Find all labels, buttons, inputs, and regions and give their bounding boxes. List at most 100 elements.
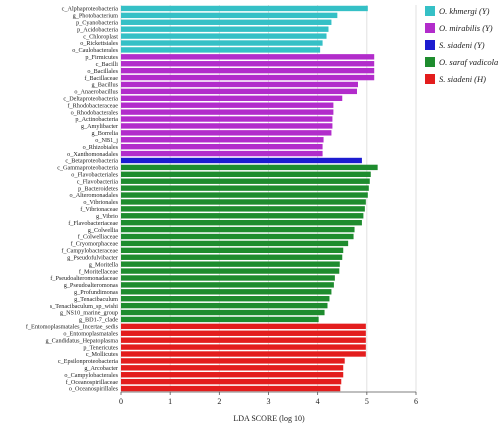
bar-label: o_NB1_j (95, 137, 118, 144)
legend-label: O. mirabilis (Y) (439, 23, 493, 33)
bar-group (121, 5, 378, 392)
bar-label: f_Rhodobacteraceae (67, 102, 118, 109)
bar (121, 330, 366, 336)
bar-label: f_Cryomorphaceae (71, 241, 119, 248)
bar (121, 47, 321, 53)
bar (121, 137, 324, 143)
bar-label: c_Alphaproteobacteria (62, 6, 119, 13)
bar-label: o_Flavobacteriales (71, 172, 118, 179)
bar-label: c_Epsilonproteobacteria (58, 358, 118, 365)
bar-label: f_Moritellaceae (79, 268, 118, 275)
bar (121, 372, 344, 378)
bar (121, 5, 368, 12)
bar-label: p_Acidobacteria (77, 26, 118, 33)
bar (121, 40, 323, 46)
bar (121, 95, 343, 101)
legend-swatch (425, 40, 435, 50)
bar (121, 33, 327, 39)
x-axis: 0 1 2 3 4 5 6 (119, 391, 418, 406)
legend-label: S. siadeni (H) (439, 74, 486, 84)
bar (121, 157, 362, 164)
bar (121, 61, 375, 67)
bar-label: o_Anaerobacillus (74, 89, 118, 96)
bar-label: o_Oceanospirillales (69, 386, 119, 393)
bar (121, 226, 355, 233)
legend-swatch (425, 23, 435, 33)
bar (121, 233, 354, 240)
legend: O. khmergi (Y) O. mirabilis (Y) S. siadeni… (425, 6, 500, 84)
bar (121, 323, 366, 330)
bar-label: g_Moritella (89, 261, 118, 268)
bar-label: f_Oceanospirillaceae (66, 379, 118, 386)
bar-label: o_Rhodobacterales (71, 109, 119, 116)
bar-label: g_Colwellia (88, 227, 118, 234)
bar-label-group: c_Alphaproteobacteriag_Photobacteriump_C… (26, 6, 119, 393)
legend-swatch (425, 74, 435, 84)
bar-label: f_Pseudoalteromonadaceae (50, 275, 118, 282)
bar (121, 206, 365, 212)
bar (121, 67, 375, 74)
bar-label: c_Gammaproteobacteria (57, 165, 118, 172)
bar (121, 316, 319, 323)
bar-label: c_Betaproteobacteria (65, 158, 118, 165)
bar-label: g_Photobacterium (73, 13, 119, 20)
bar (121, 164, 378, 171)
bar (121, 337, 366, 343)
bar-label: o_Vibrionales (83, 199, 118, 206)
x-tick-label: 1 (168, 397, 172, 406)
legend-swatch (425, 6, 435, 16)
bar (121, 365, 344, 371)
x-tick-label: 6 (414, 397, 418, 406)
bar-label: c_Chloroplast (83, 33, 118, 40)
bar (121, 302, 328, 309)
bar (121, 275, 335, 281)
x-tick-label: 2 (217, 397, 221, 406)
bar-label: g_Borrelia (92, 130, 119, 137)
bar (121, 26, 329, 32)
bar (121, 81, 358, 88)
legend-label: O. khmergi (Y) (439, 6, 490, 16)
bar (121, 219, 362, 226)
bar (121, 261, 340, 267)
bar-label: g_Arcobacter (84, 365, 118, 372)
bar-label: o_Xanthomonadales (67, 151, 118, 158)
bar (121, 88, 357, 95)
bar-label: f_Entomoplasmatales_Incertae_sedis (26, 324, 119, 331)
bar-label: g_Pseudoalteromonas (64, 282, 119, 289)
bar-label: o_Campylobacterales (64, 372, 118, 379)
bar-label: g_Pseudofulvibacter (67, 254, 118, 261)
bar-label: f_Vibrionaceae (80, 206, 118, 213)
bar (121, 254, 343, 260)
bar (121, 282, 334, 288)
bar (121, 54, 375, 60)
bar (121, 143, 323, 150)
bar (121, 213, 364, 219)
bar (121, 171, 371, 178)
bar-label: f_Campylobacteraceae (61, 248, 118, 255)
bar (121, 247, 344, 254)
bar (121, 109, 334, 115)
bar-label: g_Candidatus_Hepatoplasma (45, 337, 118, 344)
bar (121, 309, 325, 316)
bar (121, 344, 366, 350)
x-tick-label: 5 (365, 397, 369, 406)
x-tick-label: 4 (316, 397, 320, 406)
bar-label: o_Rickettsiales (80, 40, 118, 47)
bar-label: g_Bacillus (92, 82, 119, 89)
bar-label: s_Tenacibaculum_sp_wishi (50, 303, 119, 310)
bar (121, 385, 341, 392)
bar-label: f_Colwelliaceae (78, 234, 118, 241)
bar-label: c_Flavobacteriia (77, 178, 118, 185)
bar-label: c_Bacilli (96, 61, 119, 68)
x-tick-label: 3 (267, 397, 271, 406)
bar (121, 378, 342, 385)
bar-label: o_Entomoplasmatales (63, 330, 118, 337)
bar (121, 123, 333, 129)
bar-label: g_Tenacibaculum (74, 296, 118, 303)
bar-label: o_Bacillales (87, 68, 118, 75)
bar (121, 74, 375, 81)
bar-label: f_Flavobacteriaceae (68, 220, 118, 227)
legend-swatch (425, 57, 435, 67)
bar (121, 185, 369, 191)
